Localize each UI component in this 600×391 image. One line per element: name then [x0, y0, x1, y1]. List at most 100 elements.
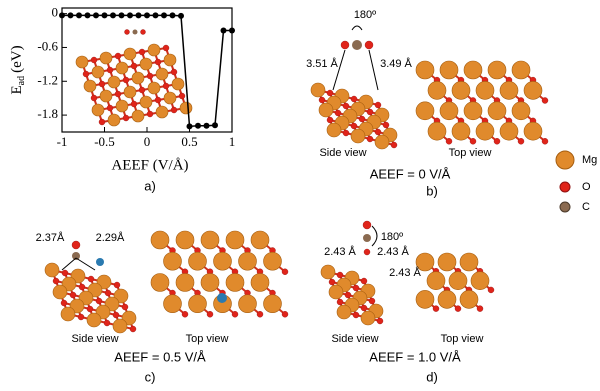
distance-label: 2.43 Å	[389, 266, 421, 279]
mg-atom	[139, 95, 153, 109]
distance-label: 2.29Å	[96, 231, 125, 244]
o-atom	[82, 70, 90, 78]
o-atom	[170, 68, 178, 76]
distance-label: 2.37Å	[36, 231, 65, 244]
legend-c	[559, 201, 571, 213]
o-atom	[336, 271, 344, 279]
mg-atom	[437, 252, 457, 272]
field-label: AEEF = 1.0 V/Å	[369, 349, 461, 364]
panel-label: a)	[144, 178, 156, 193]
legend-o	[559, 181, 571, 193]
mg-atom	[60, 306, 76, 322]
o-atom	[106, 104, 114, 112]
data-point	[84, 12, 91, 19]
o-atom	[366, 135, 374, 143]
y-tick-label: -0.6	[37, 38, 58, 53]
data-point	[93, 12, 99, 19]
mg-atom	[439, 60, 459, 80]
o-atom	[328, 278, 336, 286]
c-atom	[217, 293, 227, 303]
c-atom	[96, 258, 104, 266]
distance-label: 3.51 Å	[306, 57, 338, 70]
mg-atom	[44, 262, 60, 278]
view-label: Side view	[319, 147, 366, 159]
o-atom	[122, 76, 130, 84]
o-atom	[374, 128, 382, 136]
panel-label: b)	[426, 183, 438, 198]
o-atom	[77, 313, 85, 321]
y-label-main: E	[9, 85, 25, 94]
data-line	[62, 14, 232, 128]
arrow	[61, 257, 77, 271]
mg-atom	[175, 230, 195, 250]
mg-atom	[328, 284, 344, 300]
o-atom	[129, 325, 137, 333]
data-point	[118, 12, 125, 19]
o-atom	[121, 303, 129, 311]
mg-atom	[360, 310, 376, 326]
o-atom	[360, 304, 368, 312]
legend-label: O	[582, 181, 591, 193]
o-atom	[541, 97, 549, 104]
mg-atom	[318, 102, 334, 118]
o-atom	[122, 114, 130, 122]
mg-atom	[451, 121, 471, 141]
o-atom	[364, 40, 374, 50]
y-tick-label: -1.8	[37, 106, 58, 121]
y-tick-label: -1.2	[37, 72, 58, 87]
c-atom	[132, 29, 138, 35]
mg-atom	[487, 101, 507, 121]
o-atom	[362, 220, 372, 230]
view-label: Side view	[331, 333, 378, 345]
mg-atom	[320, 264, 336, 280]
mg-atom	[163, 294, 182, 314]
mg-atom	[155, 67, 169, 81]
data-point	[178, 12, 184, 19]
x-tick-label: -0.5	[94, 134, 115, 149]
o-atom	[454, 305, 462, 312]
o-atom	[326, 116, 334, 124]
o-atom	[69, 291, 77, 299]
o-atom	[90, 94, 98, 102]
o-atom	[281, 311, 289, 318]
o-atom	[146, 110, 154, 118]
c-atom	[352, 40, 362, 50]
mg-atom	[91, 103, 105, 117]
distance-label: 2.43 Å	[377, 245, 409, 258]
o-atom	[146, 72, 154, 80]
y-label-sub: ad	[16, 76, 27, 85]
o-atom	[340, 40, 350, 50]
o-atom	[231, 311, 239, 318]
mg-atom	[91, 65, 105, 79]
y-axis-label: Ead (eV)	[9, 45, 27, 94]
field-label: AEEF = 0 V/Å	[370, 166, 451, 181]
mg-atom	[188, 251, 207, 271]
arrow	[371, 225, 378, 247]
o-atom	[493, 138, 501, 145]
data-point	[127, 12, 133, 19]
mg-atom	[131, 71, 145, 85]
o-atom	[469, 138, 477, 145]
o-atom	[476, 305, 484, 312]
o-atom	[78, 283, 86, 291]
mg-atom	[163, 91, 177, 105]
mg-atom	[463, 101, 483, 121]
mg-atom	[415, 252, 435, 272]
mg-atom	[175, 273, 195, 292]
mg-atom	[200, 230, 220, 250]
mg-atom	[511, 101, 531, 121]
y-label-unit: (eV)	[9, 45, 25, 72]
mg-atom	[225, 273, 245, 292]
mg-atom	[523, 81, 543, 100]
data-point	[169, 12, 176, 19]
mg-atom	[112, 318, 128, 334]
o-atom	[360, 277, 368, 285]
o-atom	[382, 121, 390, 129]
data-point	[110, 12, 116, 19]
o-atom	[342, 129, 350, 137]
data-point	[59, 12, 65, 19]
o-atom	[350, 95, 358, 103]
mg-atom	[470, 271, 490, 291]
data-point	[101, 12, 108, 19]
mg-atom	[427, 81, 447, 100]
